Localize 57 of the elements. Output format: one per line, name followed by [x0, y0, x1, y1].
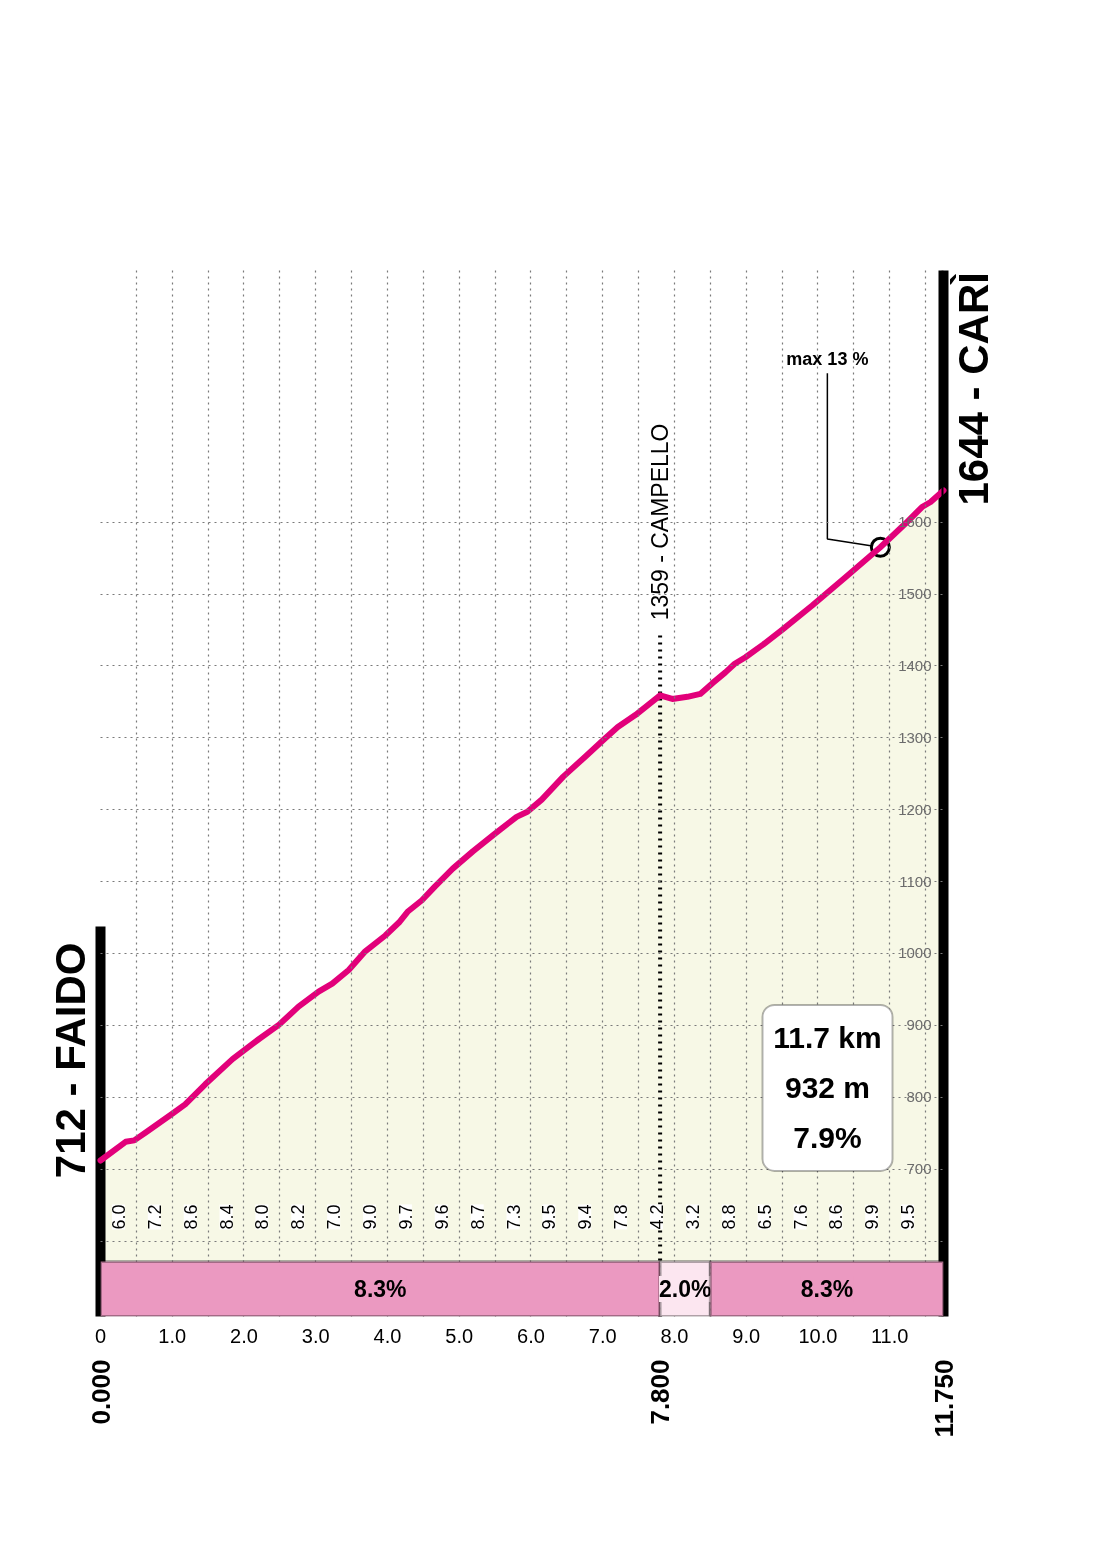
x-tick-label: 8.0: [660, 1324, 689, 1347]
x-tick-label: 6.0: [517, 1324, 545, 1347]
annotation: 7.0: [324, 1204, 345, 1230]
annotation: 7.2: [144, 1204, 165, 1230]
annotation: 9.0: [360, 1204, 381, 1230]
y-tick-label: 900: [906, 1016, 932, 1034]
x-tick-label: 7.0: [588, 1324, 617, 1347]
annotation: 6.5: [754, 1204, 775, 1230]
x-tick-label: 5.0: [445, 1324, 474, 1347]
annotation: 9.5: [898, 1204, 919, 1230]
x-tick-label: 3.0: [301, 1324, 330, 1347]
x-tick-label: 0: [94, 1324, 107, 1347]
y-tick-label: 700: [906, 1160, 932, 1178]
y-tick-label: 1400: [898, 656, 932, 674]
y-tick-label: 1200: [898, 800, 932, 818]
y-tick-label: 1000: [898, 944, 932, 962]
x2-tick-label: 11.750: [928, 1359, 959, 1438]
annotation: 8.6: [180, 1204, 201, 1230]
annotation: 932 m: [784, 1071, 871, 1105]
annotation: 7.8: [611, 1204, 632, 1230]
annotation: 4.2: [647, 1204, 668, 1230]
y-tick-label: 1100: [899, 872, 932, 890]
band-label: 8.3%: [800, 1276, 854, 1302]
annotation: 9.4: [575, 1204, 596, 1230]
x2-tick-label: 0.000: [85, 1359, 116, 1425]
band-label: 8.3%: [354, 1276, 407, 1302]
annotation: 8.2: [288, 1204, 309, 1230]
x-tick-label: 9.0: [732, 1324, 761, 1347]
ref-line-label: 1359 - CAMPELLO: [647, 423, 674, 621]
annotation: 9.7: [395, 1204, 416, 1230]
x-tick-label: 10.0: [798, 1324, 838, 1347]
x-tick-label: 2.0: [230, 1324, 258, 1347]
annotation: 7.6: [790, 1204, 811, 1230]
y-tick-label: 1300: [898, 728, 932, 746]
ref-line-label: 712 - FAIDO: [47, 942, 94, 1179]
y-tick-label: 800: [906, 1088, 932, 1106]
annotation: 9.9: [862, 1204, 883, 1230]
annotation: 7.9%: [793, 1121, 862, 1155]
x-tick-label: 4.0: [373, 1324, 402, 1347]
annotation: 7.3: [503, 1204, 524, 1230]
band-label: 2.0%: [659, 1276, 712, 1302]
annotation: 9.5: [539, 1204, 560, 1230]
y-tick-label: 1500: [898, 585, 932, 603]
annotation: 8.7: [467, 1204, 488, 1230]
annotation: 9.6: [431, 1204, 452, 1230]
x-tick-label: 11.0: [870, 1324, 909, 1347]
annotation: 8.0: [252, 1204, 273, 1230]
x2-tick-label: 7.800: [645, 1359, 676, 1425]
annotation: 8.8: [718, 1204, 739, 1230]
annotation: max 13 %: [786, 349, 869, 370]
annotation: 8.4: [216, 1204, 237, 1230]
annotation: 11.7 km: [773, 1021, 882, 1055]
x-tick-label: 1.0: [158, 1324, 187, 1347]
ref-line-label: 1644 - CARÌ: [950, 272, 997, 506]
annotation: 8.6: [826, 1204, 847, 1230]
annotation: 3.2: [682, 1204, 703, 1230]
annotation: 6.0: [108, 1204, 129, 1230]
